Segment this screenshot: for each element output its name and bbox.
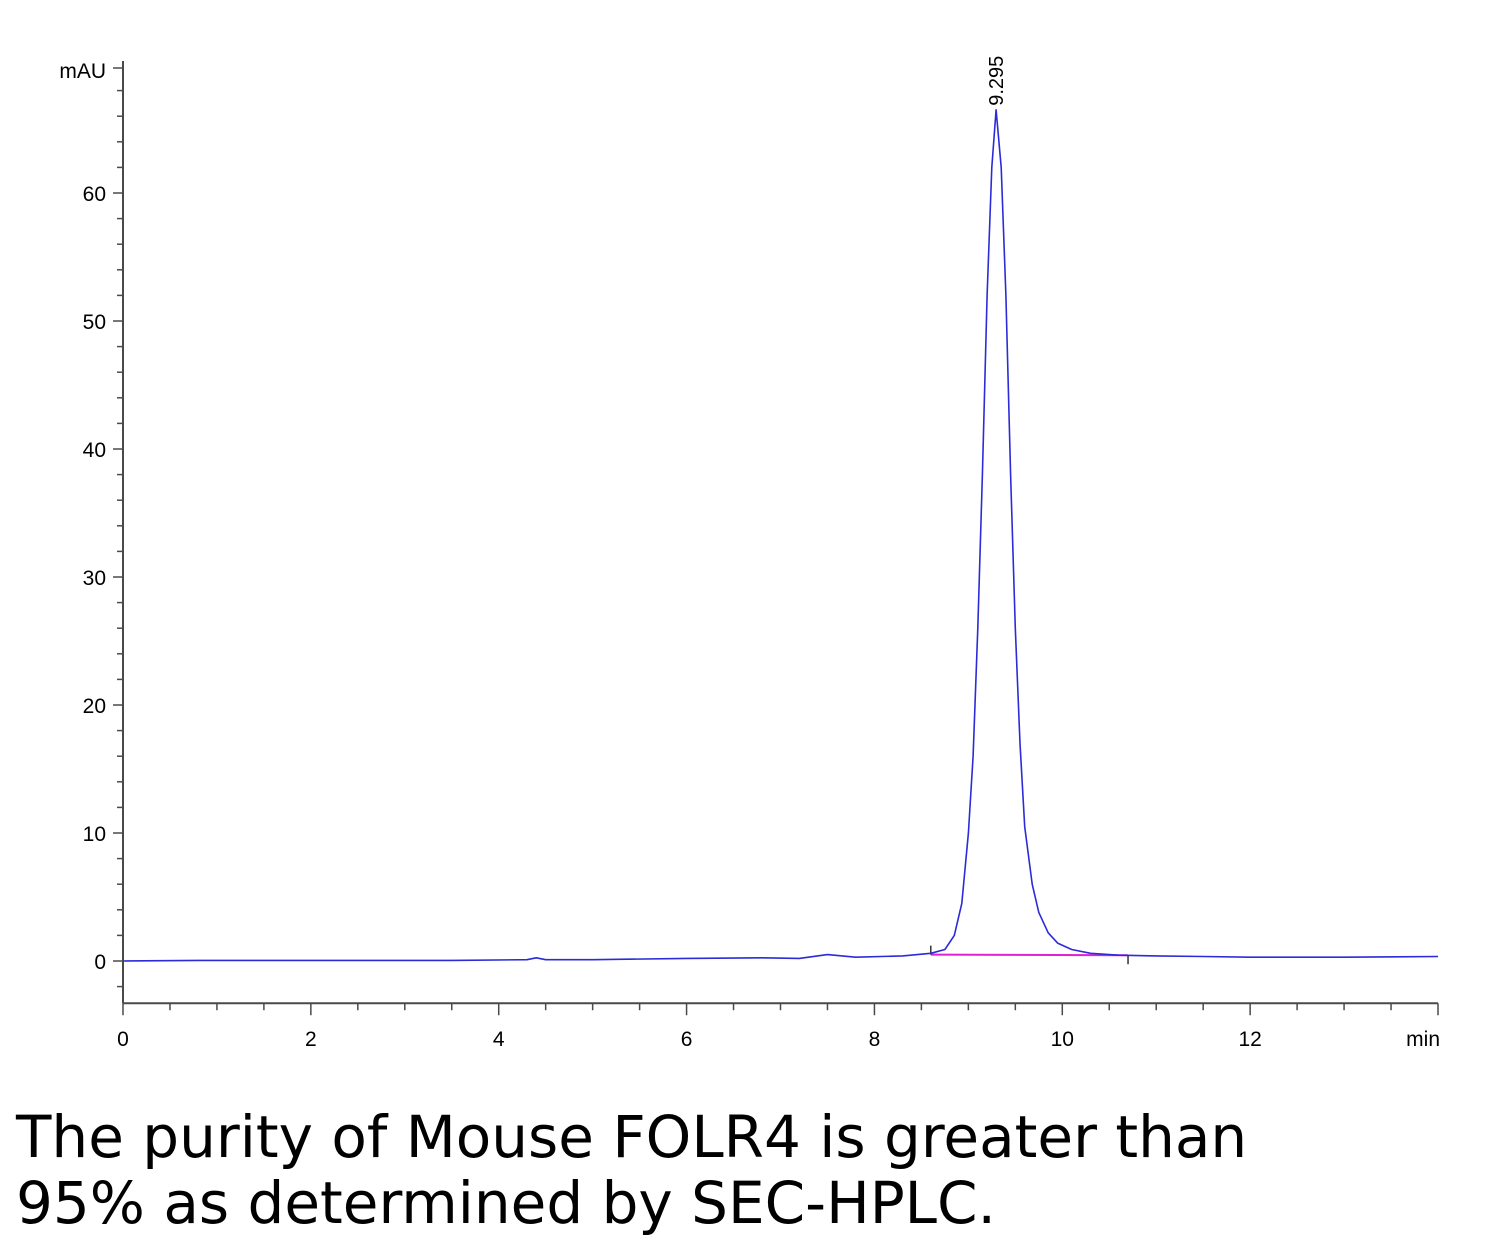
x-tick-label: 8: [869, 1028, 881, 1051]
integration-baseline: [930, 953, 1129, 957]
y-tick-label: 30: [83, 567, 106, 590]
y-tick-label: 60: [83, 183, 106, 206]
x-tick-label: 12: [1238, 1028, 1261, 1051]
y-tick-label: 0: [94, 951, 106, 974]
caption: The purity of Mouse FOLR4 is greater tha…: [16, 1104, 1476, 1236]
x-axis-unit-label: min: [1406, 1028, 1440, 1051]
peak-retention-time-label: 9.295: [986, 56, 1008, 106]
y-tick-label: 10: [83, 823, 106, 846]
y-tick-label: 20: [83, 695, 106, 718]
y-tick-label: 40: [83, 439, 106, 462]
x-tick-label: 6: [681, 1028, 693, 1051]
axes: [122, 61, 1438, 1005]
caption-line-2: 95% as determined by SEC-HPLC.: [16, 1169, 996, 1237]
x-tick-label: 4: [493, 1028, 505, 1051]
chromatogram-chart: 0 10 20 30 40 50 60 0 2 4 6 8 10 12 9.295 mAU min: [59, 56, 1440, 1051]
y-axis-unit-label: mAU: [59, 60, 106, 83]
x-tick-label: 10: [1051, 1028, 1074, 1051]
y-tick-label: 50: [83, 311, 106, 334]
plot-area: 9.295: [122, 56, 1439, 965]
caption-line-1: The purity of Mouse FOLR4 is greater tha…: [16, 1103, 1248, 1171]
ticks: 0 10 20 30 40 50 60 0 2 4 6 8 10 12: [83, 67, 1439, 1051]
chromatogram-trace: [122, 109, 1439, 962]
x-tick-label: 2: [305, 1028, 317, 1051]
x-tick-label: 0: [117, 1028, 129, 1051]
